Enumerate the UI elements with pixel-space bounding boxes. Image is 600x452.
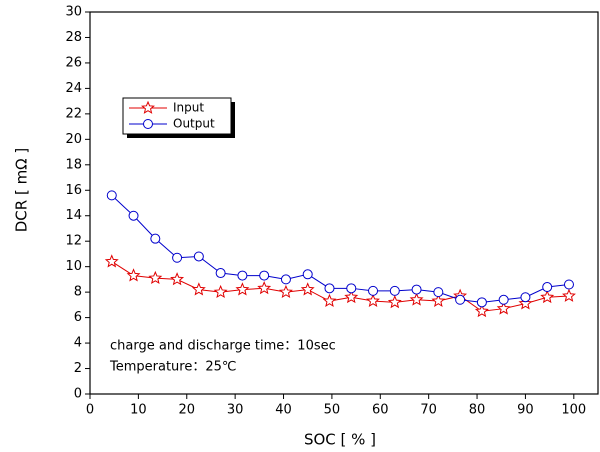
marker <box>126 268 141 282</box>
y-tick-label: 10 <box>65 259 82 274</box>
x-tick-label: 0 <box>86 403 94 418</box>
y-tick-label: 12 <box>65 234 82 249</box>
marker <box>455 294 466 305</box>
x-tick-label: 30 <box>227 403 244 418</box>
plot-frame <box>89 11 599 395</box>
y-tick-label: 0 <box>74 387 82 402</box>
legend-marker <box>143 119 153 129</box>
marker <box>193 251 204 262</box>
marker <box>346 283 357 294</box>
y-tick-label: 16 <box>65 183 82 198</box>
marker <box>411 284 422 295</box>
marker <box>389 285 400 296</box>
x-tick-label: 40 <box>275 403 292 418</box>
y-axis-title: DCR [ mΩ ] <box>13 148 31 233</box>
marker <box>257 281 272 295</box>
marker <box>540 289 555 304</box>
legend-marker <box>141 100 155 114</box>
y-tick-label: 18 <box>65 157 82 172</box>
marker <box>128 210 139 221</box>
marker <box>324 283 335 294</box>
x-tick-label: 50 <box>324 403 341 418</box>
y-tick-label: 8 <box>74 285 82 300</box>
y-tick-label: 20 <box>65 132 82 147</box>
x-axis-title: SOC [ % ] <box>304 431 376 449</box>
y-tick-label: 30 <box>65 5 82 20</box>
marker <box>280 274 291 285</box>
y-tick-label: 22 <box>65 106 82 121</box>
marker <box>474 303 489 318</box>
legend <box>122 97 232 135</box>
marker <box>215 268 226 279</box>
marker <box>302 269 313 280</box>
marker <box>213 284 228 299</box>
y-tick-label: 28 <box>65 30 82 45</box>
y-tick-label: 4 <box>74 336 82 351</box>
marker <box>431 293 446 307</box>
marker <box>172 252 183 263</box>
marker <box>322 293 337 307</box>
legend-label: Input <box>173 101 204 115</box>
x-tick-label: 70 <box>420 403 437 418</box>
marker <box>279 284 293 299</box>
marker <box>518 296 533 310</box>
y-tick-label: 24 <box>65 81 82 96</box>
marker <box>433 287 444 298</box>
marker <box>104 254 119 268</box>
y-tick-label: 14 <box>65 208 82 223</box>
marker <box>368 285 379 296</box>
marker <box>409 292 424 306</box>
marker <box>476 297 487 308</box>
x-tick-label: 80 <box>469 403 486 418</box>
y-tick-label: 6 <box>74 310 82 325</box>
marker <box>235 282 250 296</box>
annotation: Temperature：25℃ <box>109 360 237 375</box>
marker <box>496 301 511 315</box>
marker <box>170 272 185 286</box>
marker <box>498 294 509 305</box>
marker <box>259 270 270 281</box>
series-line <box>111 261 570 312</box>
marker <box>191 282 206 296</box>
y-tick-label: 26 <box>65 55 82 70</box>
marker <box>366 293 380 307</box>
annotation: charge and discharge time：10sec <box>110 339 336 354</box>
marker <box>542 282 553 293</box>
y-tick-label: 2 <box>74 361 82 376</box>
x-tick-label: 90 <box>517 403 534 418</box>
marker <box>562 288 576 302</box>
x-tick-label: 60 <box>372 403 389 418</box>
marker <box>106 190 117 201</box>
marker <box>150 233 161 244</box>
x-tick-label: 10 <box>130 403 147 418</box>
marker <box>520 292 531 303</box>
marker <box>563 279 574 290</box>
marker <box>300 282 315 296</box>
x-tick-label: 20 <box>178 403 195 418</box>
marker <box>387 295 402 309</box>
marker <box>237 270 248 281</box>
x-tick-label: 100 <box>561 403 586 418</box>
series-line <box>111 194 570 303</box>
marker <box>148 270 163 285</box>
marker <box>344 289 359 304</box>
legend-label: Output <box>173 117 215 131</box>
